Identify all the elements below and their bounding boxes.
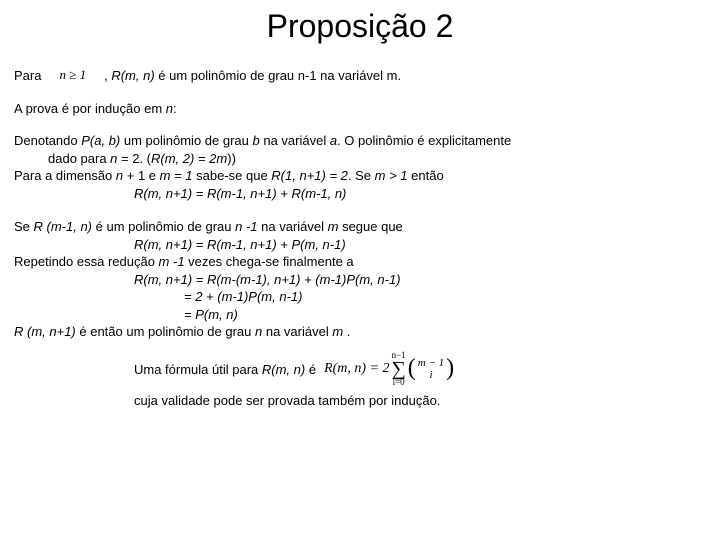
t: R (m-1, n) — [34, 219, 93, 234]
t: Para a dimensão — [14, 168, 116, 183]
closing-line: cuja validade pode ser provada também po… — [14, 393, 706, 408]
formula-op: ≥ — [69, 67, 76, 82]
t: P(a, b) — [81, 133, 120, 148]
t: m -1 — [159, 254, 185, 269]
formula-lhs: n — [59, 67, 66, 82]
block2-line7: R (m, n+1) é então um polinômio de grau … — [14, 323, 706, 341]
useful-formula-row: Uma fórmula útil para R(m, n) é R(m, n) … — [14, 351, 706, 387]
t: sabe-se que — [193, 168, 272, 183]
proof-var: n — [166, 101, 173, 116]
t: R(1, n+1) = 2 — [271, 168, 348, 183]
sum-lower: i=0 — [393, 378, 405, 387]
block2-line4: R(m, n+1) = R(m-(m-1), n+1) + (m-1)P(m, … — [14, 271, 706, 289]
proof-block-2: Se R (m-1, n) é um polinômio de grau n -… — [14, 218, 706, 341]
t: = 2. ( — [117, 151, 151, 166]
paren-left-icon: ( — [408, 359, 416, 378]
block2-line5: = 2 + (m-1)P(m, n-1) — [14, 288, 706, 306]
t: Uma fórmula útil para — [134, 362, 262, 377]
proposition-text: , R(m, n) é um polinômio de grau n-1 na … — [104, 68, 401, 83]
block2-line3: Repetindo essa redução m -1 vezes chega-… — [14, 253, 706, 271]
block1-line3: Para a dimensão n + 1 e m = 1 sabe-se qu… — [14, 167, 706, 185]
t: R (m, n+1) — [14, 324, 76, 339]
t: é — [305, 362, 316, 377]
proof-suffix: : — [173, 101, 177, 116]
t: m — [328, 219, 339, 234]
proof-prefix: A prova é por indução em — [14, 101, 166, 116]
t: R(m, 2) = 2m — [151, 151, 227, 166]
sigma-icon: ∑ — [392, 360, 406, 378]
t: n -1 — [235, 219, 257, 234]
binom-bot: i — [429, 369, 432, 381]
block2-line2: R(m, n+1) = R(m-1, n+1) + P(m, n-1) — [14, 236, 706, 254]
t: a — [330, 133, 337, 148]
block2-line6: = P(m, n) — [14, 306, 706, 324]
paren-right-icon: ) — [446, 359, 454, 378]
formula-rhs: 1 — [80, 67, 87, 82]
para-label: Para — [14, 68, 41, 83]
t: R(m, n) — [262, 362, 305, 377]
Rmn-lhs: R(m, n) = 2 — [324, 361, 389, 377]
t: um polinômio de grau — [120, 133, 252, 148]
t: dado para — [48, 151, 110, 166]
t: . — [347, 324, 351, 339]
t: + 1 e — [123, 168, 160, 183]
t: vezes chega-se finalmente a — [185, 254, 354, 269]
t: m = 1 — [160, 168, 193, 183]
t: )) — [227, 151, 236, 166]
proposition-line: Para n ≥ 1 , R(m, n) é um polinômio de g… — [14, 67, 706, 83]
block1-line4: R(m, n+1) = R(m-1, n+1) + R(m-1, n) — [14, 185, 706, 203]
condition-formula: n ≥ 1 — [59, 67, 86, 83]
t: é então um polinômio de grau — [76, 324, 255, 339]
t: segue que — [338, 219, 402, 234]
t: na variável — [258, 219, 328, 234]
formula-label: Uma fórmula útil para R(m, n) é — [14, 362, 316, 377]
sigma-block: n−1 ∑ i=0 — [392, 351, 406, 387]
block2-line1: Se R (m-1, n) é um polinômio de grau n -… — [14, 218, 706, 236]
t: m — [332, 324, 346, 339]
t: é um polinômio de grau — [92, 219, 235, 234]
t: então — [408, 168, 444, 183]
text-suffix: é um polinômio de grau n-1 na variável m… — [155, 68, 401, 83]
t: . Se — [348, 168, 375, 183]
sum-formula: R(m, n) = 2 n−1 ∑ i=0 ( m − 1 i ) — [324, 351, 454, 387]
t: . O polinômio é explicitamente — [337, 133, 511, 148]
block1-line2: dado para n = 2. (R(m, 2) = 2m)) — [14, 150, 706, 168]
proof-intro: A prova é por indução em n: — [14, 101, 706, 116]
t: na variável — [262, 324, 332, 339]
t: b — [253, 133, 260, 148]
t: m > 1 — [375, 168, 408, 183]
t: na variável — [260, 133, 330, 148]
block1-line1: Denotando P(a, b) um polinômio de grau b… — [14, 132, 706, 150]
binomial: ( m − 1 i ) — [408, 357, 454, 381]
t: Repetindo essa redução — [14, 254, 159, 269]
page-title: Proposição 2 — [14, 8, 706, 45]
t: Se — [14, 219, 34, 234]
binom-top: m − 1 — [418, 357, 444, 369]
R-function: R(m, n) — [111, 68, 154, 83]
proof-block-1: Denotando P(a, b) um polinômio de grau b… — [14, 132, 706, 202]
t: Denotando — [14, 133, 81, 148]
